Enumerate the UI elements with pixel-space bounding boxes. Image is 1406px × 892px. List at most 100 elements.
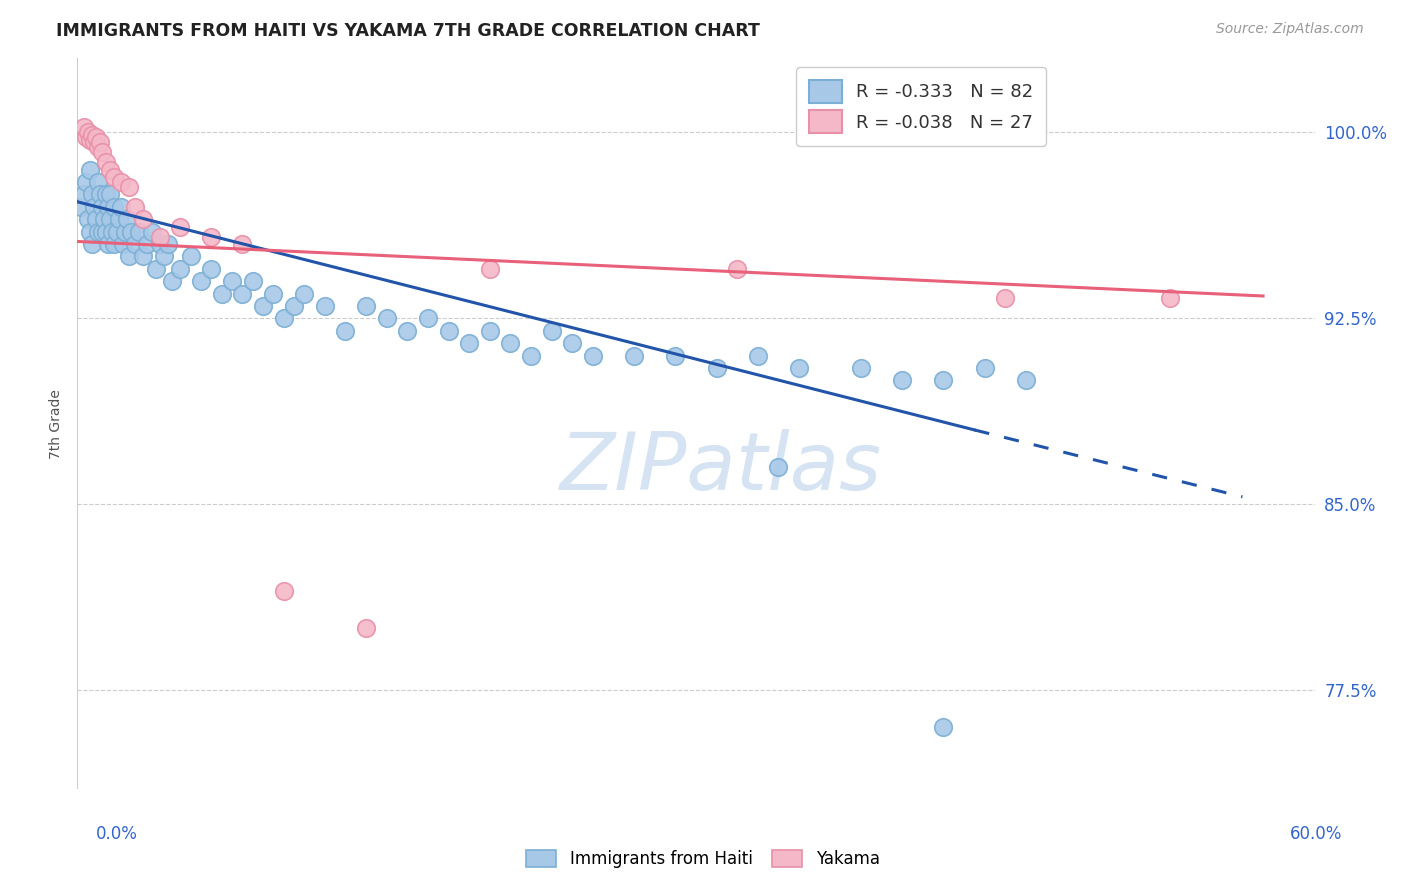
Point (79, 162, 101, 177)
Point (153, 249, 176, 263)
Point (91, 225, 114, 239)
Point (87, 140, 110, 154)
Point (354, 299, 377, 313)
Point (120, 225, 142, 239)
Point (221, 274, 243, 288)
Point (124, 200, 146, 214)
Point (76, 212, 98, 227)
Point (91, 145, 114, 160)
Point (994, 292, 1017, 306)
Point (145, 261, 167, 276)
Point (160, 274, 183, 288)
Point (84, 212, 107, 227)
Point (252, 299, 274, 313)
Point (747, 349, 769, 363)
Point (149, 229, 172, 244)
Point (932, 721, 955, 735)
Point (79, 133, 101, 147)
Point (80, 236, 103, 251)
Point (80, 187, 103, 202)
Point (72, 187, 94, 202)
Point (101, 225, 124, 239)
Point (118, 180, 141, 194)
Point (561, 336, 583, 351)
Point (70, 200, 93, 214)
Point (107, 212, 129, 227)
Point (103, 200, 125, 214)
Point (169, 261, 191, 276)
Point (458, 336, 481, 351)
Point (478, 261, 501, 276)
Point (96, 225, 118, 239)
Point (98, 162, 121, 177)
Point (973, 360, 995, 375)
Point (75, 175, 97, 189)
Point (180, 249, 202, 263)
Point (190, 274, 212, 288)
Point (83, 200, 105, 214)
Point (141, 225, 163, 239)
Point (787, 360, 810, 375)
Legend: Immigrants from Haiti, Yakama: Immigrants from Haiti, Yakama (520, 843, 886, 875)
Point (132, 212, 155, 227)
Point (231, 236, 253, 251)
Point (375, 311, 398, 326)
Point (273, 311, 295, 326)
Point (76, 125, 98, 139)
Point (283, 299, 305, 313)
Point (582, 349, 605, 363)
Point (292, 286, 315, 301)
Point (84, 130, 107, 145)
Point (128, 225, 150, 239)
Point (79, 225, 101, 239)
Point (437, 324, 460, 338)
Point (664, 349, 686, 363)
Point (416, 311, 439, 326)
Point (262, 286, 284, 301)
Point (87, 175, 110, 189)
Y-axis label: 7th Grade: 7th Grade (49, 389, 63, 458)
Point (1015, 373, 1038, 387)
Point (96, 187, 118, 202)
Point (97, 236, 120, 251)
Point (706, 360, 728, 375)
Point (499, 336, 522, 351)
Point (157, 236, 180, 251)
Point (396, 324, 419, 338)
Text: 60.0%: 60.0% (1291, 825, 1343, 843)
Point (103, 169, 125, 184)
Point (98, 212, 121, 227)
Point (1159, 292, 1181, 306)
Point (87, 225, 110, 239)
Point (83, 136, 105, 150)
Point (200, 229, 222, 244)
Point (849, 360, 872, 375)
Point (115, 212, 138, 227)
Point (80, 128, 103, 142)
Point (93, 212, 115, 227)
Text: IMMIGRANTS FROM HAITI VS YAKAMA 7TH GRADE CORRELATION CHART: IMMIGRANTS FROM HAITI VS YAKAMA 7TH GRAD… (56, 22, 761, 40)
Point (932, 373, 955, 387)
Point (314, 299, 336, 313)
Point (136, 236, 159, 251)
Text: Source: ZipAtlas.com: Source: ZipAtlas.com (1216, 22, 1364, 37)
Point (623, 349, 645, 363)
Point (98, 187, 121, 202)
Point (725, 261, 748, 276)
Point (105, 225, 128, 239)
Point (111, 236, 134, 251)
Text: ZIPatlas: ZIPatlas (560, 428, 882, 507)
Point (110, 175, 132, 189)
Point (114, 225, 136, 239)
Point (478, 324, 501, 338)
Point (96, 155, 118, 169)
Point (149, 236, 172, 251)
Point (520, 349, 543, 363)
Point (103, 236, 125, 251)
Point (211, 286, 233, 301)
Point (118, 249, 141, 263)
Legend: R = -0.333   N = 82, R = -0.038   N = 27: R = -0.333 N = 82, R = -0.038 N = 27 (796, 67, 1046, 146)
Point (200, 261, 222, 276)
Point (335, 324, 357, 338)
Point (242, 274, 264, 288)
